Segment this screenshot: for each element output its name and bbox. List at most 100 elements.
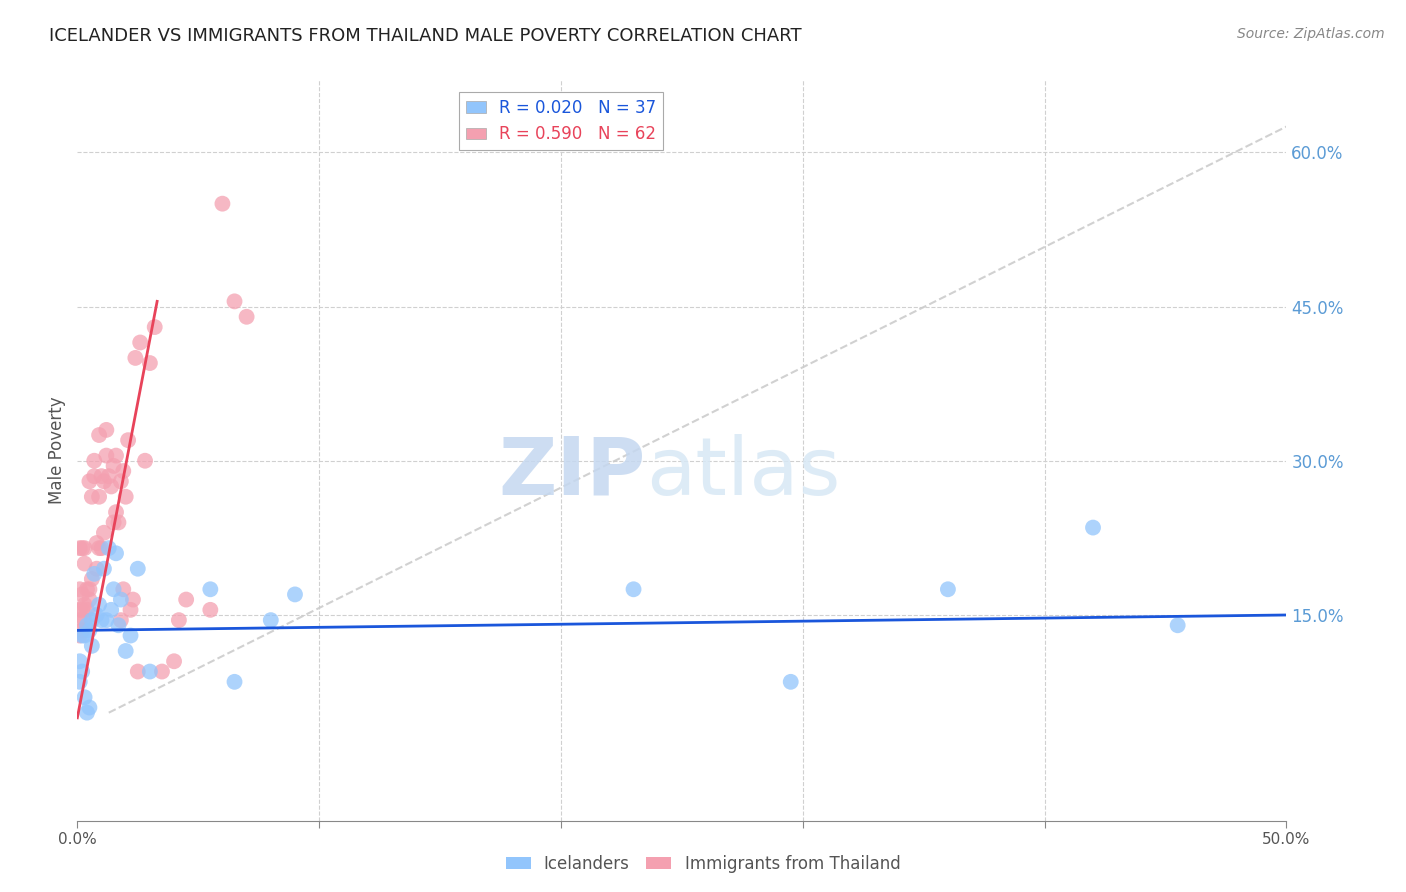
Point	[117, 433, 139, 447]
Point	[260, 613, 283, 627]
Point	[76, 618, 98, 632]
Point	[100, 603, 122, 617]
Point	[73, 598, 96, 612]
Point	[120, 629, 142, 643]
Point	[73, 629, 96, 643]
Point	[97, 541, 120, 556]
Point	[211, 196, 233, 211]
Point	[122, 592, 145, 607]
Point	[96, 449, 118, 463]
Point	[87, 490, 110, 504]
Point	[69, 603, 91, 617]
Point	[79, 700, 101, 714]
Point	[93, 475, 115, 489]
Point	[90, 613, 112, 627]
Point	[127, 562, 149, 576]
Point	[76, 582, 98, 597]
Point	[129, 335, 152, 350]
Point	[110, 613, 132, 627]
Legend: Icelanders, Immigrants from Thailand: Icelanders, Immigrants from Thailand	[499, 848, 907, 880]
Point	[73, 690, 96, 705]
Text: Source: ZipAtlas.com: Source: ZipAtlas.com	[1237, 27, 1385, 41]
Point	[110, 592, 132, 607]
Point	[86, 562, 108, 576]
Point	[167, 613, 190, 627]
Point	[80, 572, 103, 586]
Point	[69, 629, 91, 643]
Point	[105, 505, 128, 519]
Point	[73, 613, 96, 627]
Point	[96, 613, 118, 627]
Point	[83, 469, 105, 483]
Point	[97, 469, 120, 483]
Point	[83, 566, 105, 581]
Point	[83, 454, 105, 468]
Point	[79, 475, 101, 489]
Point	[69, 654, 91, 668]
Point	[86, 607, 108, 622]
Point	[93, 562, 115, 576]
Point	[936, 582, 959, 597]
Point	[284, 587, 307, 601]
Point	[79, 582, 101, 597]
Point	[103, 582, 125, 597]
Point	[70, 603, 93, 617]
Point	[87, 598, 110, 612]
Point	[134, 454, 156, 468]
Point	[112, 582, 135, 597]
Point	[76, 706, 98, 720]
Text: atlas: atlas	[645, 434, 839, 512]
Point	[235, 310, 257, 324]
Point	[163, 654, 186, 668]
Point	[79, 592, 101, 607]
Point	[107, 516, 129, 530]
Point	[90, 469, 112, 483]
Point	[70, 629, 93, 643]
Point	[80, 490, 103, 504]
Point	[623, 582, 645, 597]
Point	[87, 541, 110, 556]
Point	[174, 592, 197, 607]
Point	[87, 428, 110, 442]
Point	[76, 603, 98, 617]
Point	[1081, 520, 1104, 534]
Point	[112, 464, 135, 478]
Text: ICELANDER VS IMMIGRANTS FROM THAILAND MALE POVERTY CORRELATION CHART: ICELANDER VS IMMIGRANTS FROM THAILAND MA…	[49, 27, 801, 45]
Point	[114, 644, 136, 658]
Point	[80, 639, 103, 653]
Point	[150, 665, 173, 679]
Point	[73, 557, 96, 571]
Point	[105, 449, 128, 463]
Point	[120, 603, 142, 617]
Point	[114, 490, 136, 504]
Point	[103, 516, 125, 530]
Point	[96, 423, 118, 437]
Point	[90, 541, 112, 556]
Y-axis label: Male Poverty: Male Poverty	[48, 397, 66, 504]
Point	[139, 356, 162, 370]
Point	[69, 582, 91, 597]
Point	[86, 536, 108, 550]
Point	[105, 546, 128, 560]
Point	[779, 674, 801, 689]
Point	[103, 458, 125, 473]
Legend: R = 0.020   N = 37, R = 0.590   N = 62: R = 0.020 N = 37, R = 0.590 N = 62	[460, 92, 662, 150]
Point	[70, 587, 93, 601]
Point	[100, 479, 122, 493]
Point	[70, 624, 93, 638]
Point	[69, 541, 91, 556]
Point	[143, 320, 166, 334]
Point	[127, 665, 149, 679]
Point	[1167, 618, 1189, 632]
Point	[69, 613, 91, 627]
Point	[139, 665, 162, 679]
Point	[69, 674, 91, 689]
Point	[93, 525, 115, 540]
Point	[124, 351, 146, 365]
Point	[200, 603, 222, 617]
Point	[224, 294, 246, 309]
Point	[79, 624, 101, 638]
Text: ZIP: ZIP	[498, 434, 645, 512]
Point	[80, 613, 103, 627]
Point	[73, 541, 96, 556]
